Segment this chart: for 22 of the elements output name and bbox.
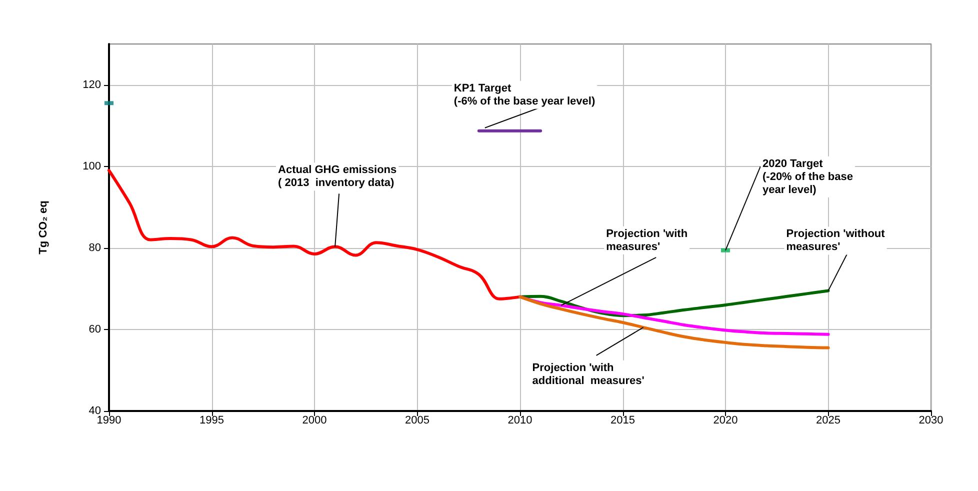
annotation: 2020 Target (-20% of the base year level) xyxy=(762,158,853,196)
x-tick-label: 2005 xyxy=(405,414,430,426)
annotation: Actual GHG emissions ( 2013 inventory data) xyxy=(278,164,397,190)
x-tick-label: 2020 xyxy=(713,414,738,426)
x-tick-label: 2000 xyxy=(302,414,327,426)
y-axis-title: Tg CO₂ eq xyxy=(38,200,50,254)
annotation: KP1 Target (-6% of the base year level) xyxy=(454,82,596,108)
annotation: Projection 'with measures' xyxy=(606,228,688,253)
x-tick-label: 2010 xyxy=(508,414,532,426)
annotation: Projection 'with additional measures' xyxy=(532,362,645,387)
line-series xyxy=(518,295,830,350)
y-tick-label: 80 xyxy=(88,242,101,254)
x-tick-label: 2015 xyxy=(610,414,635,426)
x-tick-label: 2025 xyxy=(816,414,840,426)
y-tick-label: 40 xyxy=(88,405,101,417)
y-tick-label: 60 xyxy=(88,323,101,336)
annotation: Projection 'without measures' xyxy=(786,228,886,254)
x-tick-label: 1990 xyxy=(96,414,122,426)
x-tick-label: 1995 xyxy=(200,414,224,426)
y-tick-label: 120 xyxy=(82,78,101,91)
y-tick-label: 100 xyxy=(82,160,101,172)
x-tick-label: 2030 xyxy=(918,414,944,426)
